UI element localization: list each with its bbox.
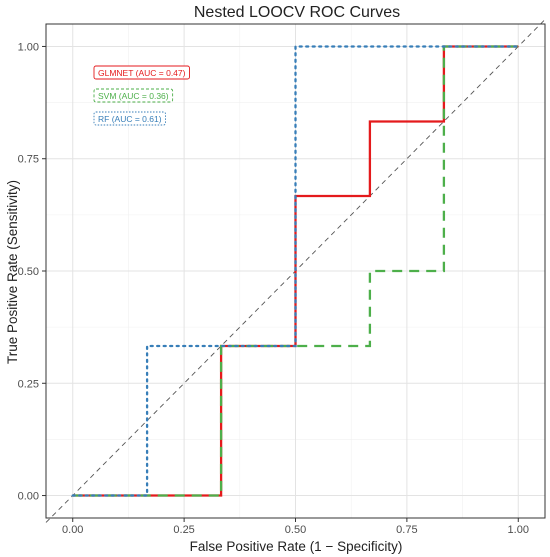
x-tick-label: 1.00 — [508, 524, 529, 536]
x-tick-label: 0.25 — [173, 524, 194, 536]
y-tick-label: 0.00 — [18, 491, 39, 503]
y-axis-label: True Positive Rate (Sensitivity) — [5, 180, 20, 364]
y-tick-label: 0.75 — [18, 154, 39, 166]
legend-label-2: RF (AUC = 0.61) — [98, 114, 162, 124]
y-tick-label: 1.00 — [18, 41, 39, 53]
series-line-2 — [71, 45, 520, 497]
y-tick-label: 0.25 — [18, 378, 39, 390]
legend-box-1 — [93, 88, 174, 103]
y-tick-label: 0.50 — [18, 266, 39, 278]
legend-label-0: GLMNET (AUC = 0.47) — [98, 68, 186, 78]
legend-box-0 — [93, 65, 190, 80]
legend: GLMNET (AUC = 0.47) SVM (AUC = 0.36) RF (A… — [93, 65, 190, 126]
legend-label-1: SVM (AUC = 0.36) — [98, 91, 169, 101]
series-lines — [71, 45, 520, 497]
x-tick-label: 0.00 — [62, 524, 83, 536]
series-line-1 — [72, 45, 519, 497]
axis-ticks: 0.00 0.25 0.50 0.75 1.00 0.00 0.25 0.50 0.75 1.00 — [18, 41, 529, 536]
legend-box-2 — [93, 111, 166, 126]
x-axis-label: False Positive Rate (1 − Specificity) — [190, 539, 403, 554]
chart-title: Nested LOOCV ROC Curves — [194, 4, 400, 21]
x-tick-label: 0.75 — [396, 524, 417, 536]
x-tick-label: 0.50 — [285, 524, 306, 536]
